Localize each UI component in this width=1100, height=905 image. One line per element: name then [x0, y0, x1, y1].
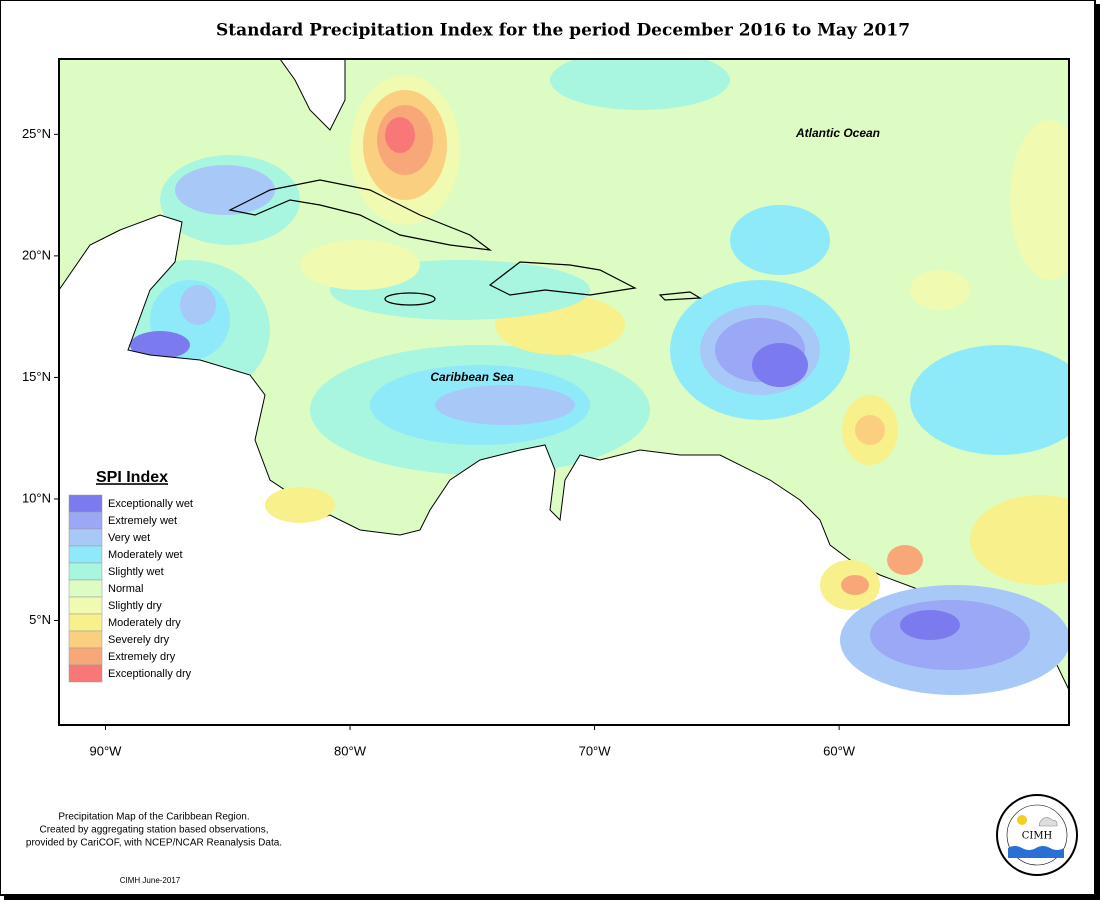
shadow	[4, 895, 1100, 900]
lon-tick-label: 90°W	[89, 743, 122, 758]
title: Standard Precipitation Index for the per…	[216, 21, 910, 41]
map-frame	[58, 58, 1070, 726]
lon-tick-label: 80°W	[334, 743, 367, 758]
footer-line: provided by CariCOF, with NCEP/NCAR Rean…	[26, 838, 282, 849]
florida	[279, 59, 346, 131]
logo: CIMH	[996, 794, 1078, 876]
legend-swatch	[68, 562, 103, 581]
lat-tick-label: 15°N	[22, 369, 51, 384]
legend-swatch	[68, 613, 103, 632]
legend-label: Moderately dry	[108, 617, 181, 629]
legend-label: Exceptionally dry	[108, 668, 192, 680]
lat-tick-label: 5°N	[29, 612, 51, 627]
map: Atlantic Ocean Caribbean Sea	[59, 59, 1069, 725]
footer-line: Precipitation Map of the Caribbean Regio…	[58, 812, 249, 823]
legend-label: Severely dry	[108, 634, 170, 646]
footer: Precipitation Map of the Caribbean Regio…	[26, 812, 282, 885]
legend-swatch	[68, 664, 103, 683]
legend-swatch	[68, 630, 103, 649]
axis-ticks: 25°N 20°N 15°N 10°N 5°N 90°W 80°W 70°W 60°W	[22, 126, 856, 759]
legend-label: Extremely dry	[108, 651, 176, 663]
legend-items: Exceptionally wet Extremely wet Very wet Mo…	[68, 494, 193, 683]
lat-tick-label: 20°N	[22, 247, 51, 262]
spi-fields	[110, 59, 1069, 585]
logo-text: CIMH	[1022, 831, 1053, 842]
legend-label: Very wet	[108, 532, 150, 544]
sea-label: Caribbean Sea	[430, 370, 514, 384]
lon-tick-label: 60°W	[823, 743, 856, 758]
legend-swatch	[68, 545, 103, 564]
legend-label: Exceptionally wet	[108, 498, 193, 510]
ocean-label: Atlantic Ocean	[795, 126, 880, 140]
lat-tick-label: 25°N	[22, 126, 51, 141]
lat-tick-label: 10°N	[22, 490, 51, 505]
legend: SPI Index Exceptionally wet Extremely wet…	[68, 469, 193, 683]
legend-swatch	[68, 511, 103, 530]
legend-title: SPI Index	[96, 469, 168, 486]
legend-swatch	[68, 596, 103, 615]
islands	[228, 179, 702, 306]
legend-swatch	[68, 494, 103, 513]
legend-label: Extremely wet	[108, 515, 177, 527]
shadow	[1095, 4, 1100, 900]
legend-label: Moderately wet	[108, 549, 183, 561]
legend-swatch	[68, 528, 103, 547]
footer-line: Created by aggregating station based obs…	[39, 825, 268, 836]
legend-label: Normal	[108, 583, 143, 595]
legend-label: Slightly wet	[108, 566, 164, 578]
mainland	[59, 214, 1069, 725]
legend-label: Slightly dry	[108, 600, 162, 612]
spi-fields-land	[265, 487, 1069, 695]
legend-swatch	[68, 579, 103, 598]
lon-tick-label: 70°W	[579, 743, 612, 758]
footer-date: CIMH June-2017	[120, 876, 181, 885]
legend-swatch	[68, 647, 103, 666]
